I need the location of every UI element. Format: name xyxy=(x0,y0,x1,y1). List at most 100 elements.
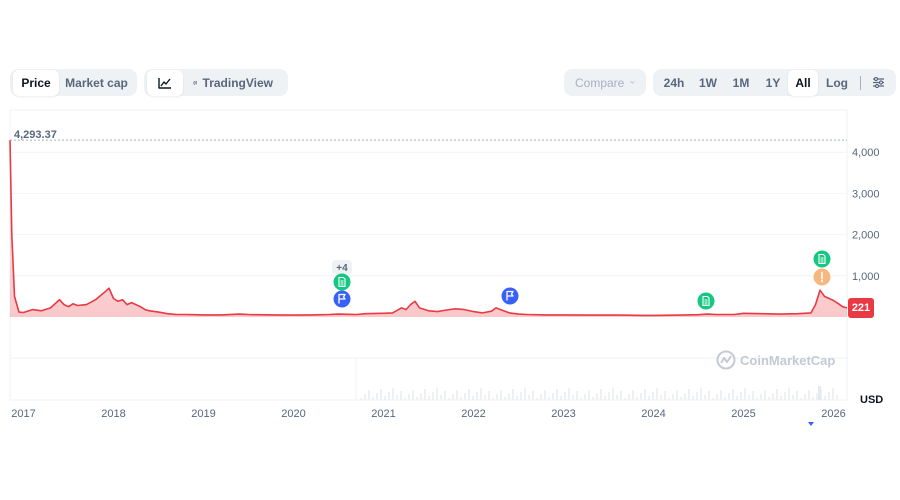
news-event-dot xyxy=(813,250,831,268)
volume-bar xyxy=(736,396,738,400)
y-tick-label: 4,000 xyxy=(852,147,880,159)
volume-bar xyxy=(752,391,754,400)
range-all[interactable]: All xyxy=(788,69,818,96)
volume-bar xyxy=(468,389,470,400)
news-event-marker[interactable] xyxy=(697,292,715,310)
volume-bar xyxy=(712,398,714,400)
volume-bar xyxy=(832,388,834,400)
volume-bar xyxy=(524,388,526,400)
x-tick-label: 2023 xyxy=(551,408,575,420)
alert-event-marker[interactable] xyxy=(813,268,831,286)
volume-bar xyxy=(800,398,802,400)
volume-bar xyxy=(412,390,414,400)
chart-type-toggle: Price Market cap xyxy=(10,69,137,96)
volume-bar xyxy=(656,388,658,400)
volume-bar xyxy=(384,396,386,400)
volume-bar xyxy=(828,392,830,400)
x-tick-label: 2018 xyxy=(101,408,125,420)
y-axis: 1,000 2,000 3,000 4,000 xyxy=(852,147,880,283)
x-tick-label: 2025 xyxy=(731,408,755,420)
tradingview-button[interactable]: TradingView xyxy=(183,70,283,96)
price-tab[interactable]: Price xyxy=(13,69,59,96)
sliders-icon xyxy=(872,77,884,88)
volume-bar xyxy=(464,393,466,400)
compare-button[interactable]: Compare xyxy=(567,70,643,96)
price-line xyxy=(9,140,848,317)
x-tick-label: 2017 xyxy=(11,408,35,420)
line-chart-icon xyxy=(158,77,171,89)
volume-bar xyxy=(488,391,490,400)
volume-bar xyxy=(452,394,454,400)
news-event-marker[interactable] xyxy=(813,250,831,268)
volume-bar xyxy=(532,391,534,400)
document-icon xyxy=(338,276,346,288)
volume-bar xyxy=(392,388,394,400)
volume-bar xyxy=(804,394,806,400)
volume-bar xyxy=(700,388,702,400)
volume-bar xyxy=(668,398,670,400)
volume-bar xyxy=(748,395,750,400)
milestone-event-marker[interactable] xyxy=(333,290,351,308)
range-1m[interactable]: 1M xyxy=(732,75,750,90)
volume-bar xyxy=(548,397,550,400)
y-tick-label: 1,000 xyxy=(852,271,880,283)
volume-bar xyxy=(408,394,410,400)
volume-bar xyxy=(684,393,686,400)
volume-bar xyxy=(420,393,422,400)
volume-bar xyxy=(568,388,570,400)
log-toggle[interactable]: Log xyxy=(826,75,848,90)
volume-bar xyxy=(500,390,502,400)
volume-bar xyxy=(612,388,614,400)
market-cap-tab[interactable]: Market cap xyxy=(65,75,128,90)
compare-dropdown[interactable]: Compare xyxy=(564,69,646,96)
volume-bar xyxy=(640,393,642,400)
tradingview-label: TradingView xyxy=(202,75,273,90)
volume-bar xyxy=(648,396,650,400)
chevron-down-icon xyxy=(630,81,635,84)
x-axis: 2017 2018 2019 2020 2021 2022 2023 2024 2025 2026 xyxy=(11,408,845,420)
volume-bar xyxy=(768,397,770,400)
settings-button[interactable] xyxy=(865,70,891,96)
volume-bar xyxy=(560,396,562,400)
volume-bar xyxy=(652,392,654,400)
more-events-badge[interactable]: +4 xyxy=(332,260,352,274)
range-1w[interactable]: 1W xyxy=(699,75,717,90)
more-events-count: +4 xyxy=(336,263,348,274)
volume-bar xyxy=(772,393,774,400)
toolbar-divider xyxy=(860,75,861,90)
news-event-dot xyxy=(697,292,715,310)
volume-bar xyxy=(824,396,826,400)
volume-bar xyxy=(556,389,558,400)
news-event-marker[interactable] xyxy=(333,273,351,291)
volume-bar xyxy=(508,393,510,400)
volume-bar xyxy=(520,392,522,400)
volume-bar xyxy=(616,395,618,400)
volume-bar xyxy=(776,389,778,400)
volume-bar xyxy=(784,392,786,400)
volume-bar xyxy=(628,394,630,400)
volume-bar xyxy=(460,397,462,400)
news-event-dot xyxy=(333,273,351,291)
volume-bar xyxy=(632,390,634,400)
x-tick-label: 2021 xyxy=(371,408,395,420)
volume-bar xyxy=(756,398,758,400)
volume-bar xyxy=(592,397,594,400)
price-area xyxy=(10,140,847,317)
volume-bar xyxy=(588,390,590,400)
range-24h[interactable]: 24h xyxy=(663,75,685,90)
volume-bar xyxy=(416,397,418,400)
line-chart-button[interactable] xyxy=(147,69,183,96)
document-icon xyxy=(702,295,710,307)
x-tick-label: 2024 xyxy=(641,408,665,420)
milestone-event-marker[interactable] xyxy=(501,287,519,305)
volume-bar xyxy=(604,396,606,400)
coinmarketcap-logo-icon xyxy=(716,350,736,370)
range-1y[interactable]: 1Y xyxy=(765,75,781,90)
volume-bar xyxy=(788,388,790,400)
volume-bar xyxy=(456,390,458,400)
volume-bar xyxy=(540,394,542,400)
volume-bar xyxy=(692,396,694,400)
volume-bar xyxy=(816,393,818,400)
x-tick-label: 2022 xyxy=(461,408,485,420)
